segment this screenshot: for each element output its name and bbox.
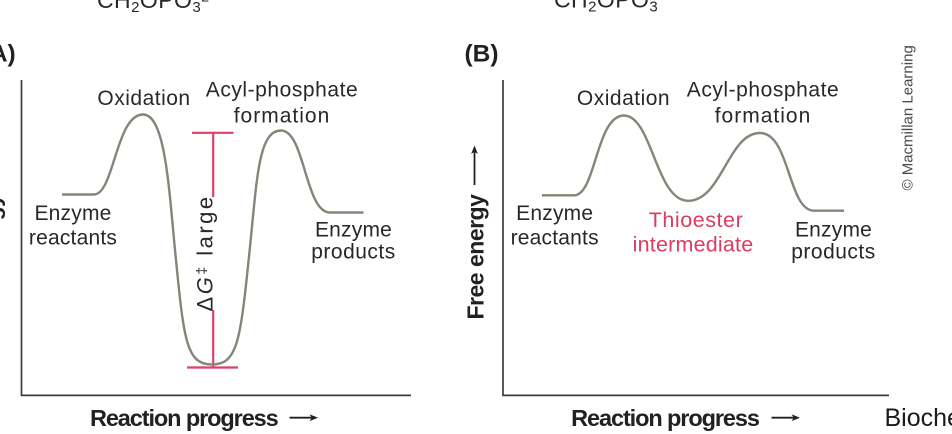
svg-text:formation: formation: [715, 105, 812, 128]
svg-text:Free energy: Free energy: [463, 194, 489, 320]
svg-text:products: products: [311, 241, 396, 264]
svg-text:Acyl-phosphate: Acyl-phosphate: [206, 79, 358, 102]
svg-text:Thioester: Thioester: [649, 208, 744, 232]
svg-text:CH2OPO3: CH2OPO3: [554, 0, 658, 16]
svg-text:products: products: [791, 241, 876, 264]
svg-text:Free energy: Free energy: [0, 194, 5, 320]
svg-text:Bioche: Bioche: [885, 404, 952, 432]
svg-text:Enzyme: Enzyme: [315, 219, 392, 242]
svg-text:(A): (A): [0, 41, 16, 68]
svg-text:Reaction progress: Reaction progress: [571, 405, 760, 431]
svg-text:© Macmillan Learning: © Macmillan Learning: [900, 45, 917, 190]
svg-text:reactants: reactants: [511, 227, 599, 250]
svg-text:formation: formation: [234, 105, 331, 128]
svg-text:Reaction progress: Reaction progress: [90, 405, 279, 431]
svg-text:ΔG‡ large: ΔG‡ large: [193, 194, 218, 311]
svg-text:Oxidation: Oxidation: [97, 87, 190, 110]
svg-text:intermediate: intermediate: [633, 233, 754, 257]
svg-text:Enzyme: Enzyme: [516, 202, 593, 225]
svg-text:reactants: reactants: [29, 227, 117, 250]
svg-text:Enzyme: Enzyme: [34, 202, 111, 225]
svg-text:(B): (B): [465, 41, 499, 68]
svg-text:Oxidation: Oxidation: [577, 87, 670, 110]
svg-text:Acyl-phosphate: Acyl-phosphate: [687, 79, 839, 102]
svg-text:Enzyme: Enzyme: [795, 219, 872, 242]
